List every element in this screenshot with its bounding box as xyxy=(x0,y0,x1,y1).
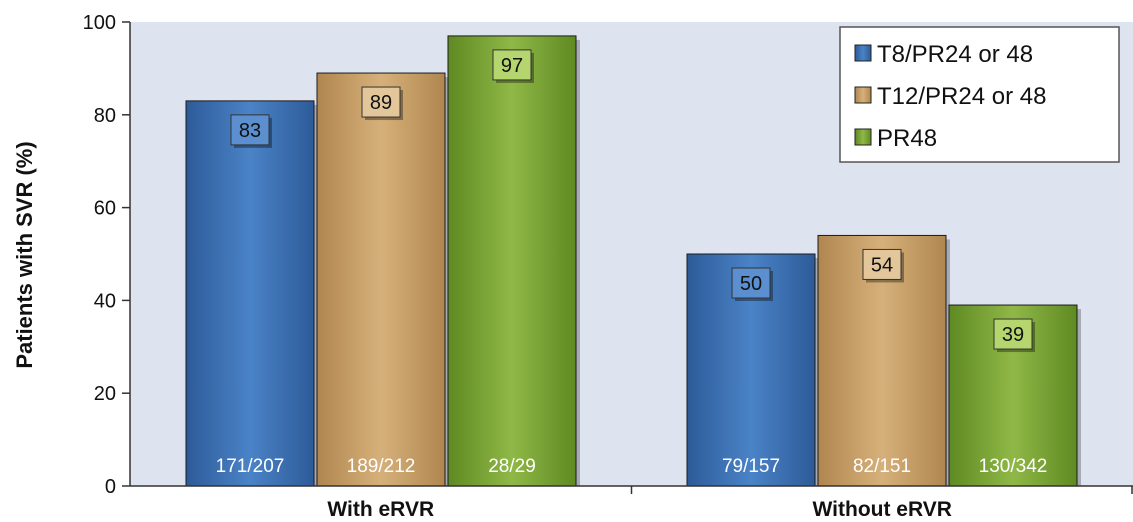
value-label: 83 xyxy=(239,120,261,142)
value-label-box xyxy=(993,318,1033,350)
y-tick-label: 60 xyxy=(94,198,116,220)
value-label-box xyxy=(731,267,771,299)
legend-swatch xyxy=(854,128,872,146)
fraction-label: 130/342 xyxy=(979,456,1048,477)
axes-group: 0 20 40 60 80 100 With eRVR Without eRVR xyxy=(83,12,1133,521)
fraction-label: 171/207 xyxy=(216,456,285,477)
fraction-label: 189/212 xyxy=(347,456,416,477)
value-label-box xyxy=(361,86,401,118)
y-tick-label: 80 xyxy=(94,105,116,127)
legend-label: T8/PR24 or 48 xyxy=(877,41,1033,68)
value-label: 39 xyxy=(1002,324,1024,346)
category-label: With eRVR xyxy=(327,498,434,521)
bar xyxy=(316,72,446,487)
value-label: 50 xyxy=(740,273,762,295)
y-tick-label: 0 xyxy=(105,476,116,498)
bars-group: 83 171/207 89 189/212 97 28/29 50 79/157 54 82/15… xyxy=(185,35,1081,487)
value-label-box xyxy=(862,248,902,280)
bar xyxy=(447,35,577,487)
bar xyxy=(185,100,315,487)
legend-label: PR48 xyxy=(877,125,937,152)
value-label: 97 xyxy=(501,55,523,77)
value-label: 89 xyxy=(370,92,392,114)
fraction-label: 79/157 xyxy=(722,456,780,477)
y-tick-label: 100 xyxy=(83,12,116,34)
legend: T8/PR24 or 48 T12/PR24 or 48 PR48 xyxy=(839,26,1120,163)
legend-label: T12/PR24 or 48 xyxy=(877,83,1046,110)
y-tick-label: 40 xyxy=(94,290,116,312)
fraction-label: 82/151 xyxy=(853,456,911,477)
value-label-box xyxy=(230,114,270,146)
legend-swatch xyxy=(854,44,872,62)
legend-swatch xyxy=(854,86,872,104)
category-label: Without eRVR xyxy=(813,498,952,521)
legend-box xyxy=(839,26,1120,163)
fraction-label: 28/29 xyxy=(488,456,536,477)
y-tick-label: 20 xyxy=(94,383,116,405)
value-label: 54 xyxy=(871,254,893,276)
value-label-box xyxy=(492,49,532,81)
y-axis-label: Patients with SVR (%) xyxy=(12,141,37,368)
